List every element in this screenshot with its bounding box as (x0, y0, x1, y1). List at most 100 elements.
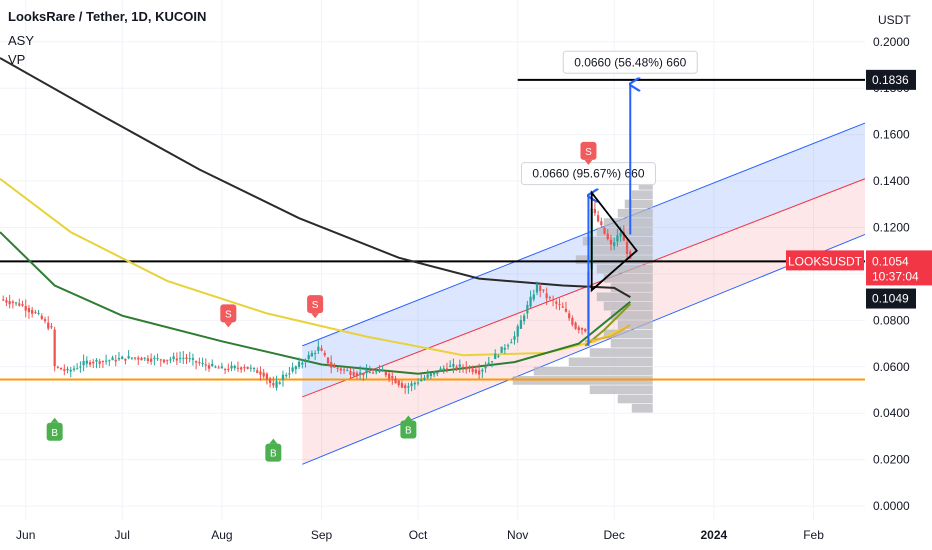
projection-label-text: 0.0660 (95.67%) 660 (532, 167, 644, 181)
buy-signal: B (46, 417, 63, 441)
candle-body (256, 370, 259, 374)
volume-profile-bar (617, 320, 653, 330)
volume-profile-bar (617, 394, 653, 404)
candle-body (432, 371, 436, 375)
candle-body (478, 370, 481, 375)
candle-body (317, 346, 320, 351)
price-label: 0.1836 (866, 69, 916, 90)
candle-body (207, 365, 211, 369)
candle-body (59, 367, 63, 370)
candle-body (2, 299, 5, 301)
candle-body (63, 369, 66, 371)
candle-body (352, 372, 355, 376)
candle-body (413, 382, 416, 385)
moving-average-line (0, 57, 631, 298)
y-tick-label: 0.0400 (873, 406, 910, 420)
candle-body (368, 372, 371, 374)
signal-letter: B (51, 428, 58, 439)
candle-body (72, 368, 76, 370)
volume-profile-bar (610, 311, 653, 320)
candle-body (14, 302, 18, 304)
candle-body (619, 232, 622, 237)
candle-body (307, 354, 310, 360)
moving-averages (0, 57, 632, 375)
candle-body (458, 364, 461, 367)
candle-body (50, 326, 53, 328)
candle-body (43, 319, 47, 322)
symbol-tag: LOOKSUSDT (788, 254, 863, 268)
candle-body (561, 306, 564, 308)
candle-body (564, 308, 568, 312)
candle-body (613, 242, 616, 247)
candle-body (285, 375, 288, 377)
y-tick-label: 0.2000 (873, 35, 910, 49)
candle-body (133, 357, 137, 359)
volume-profile-bar (589, 385, 653, 395)
candle-body (268, 378, 272, 384)
candle-body (291, 367, 294, 372)
candle-body (195, 360, 198, 363)
candle-body (236, 367, 240, 369)
candle-body (330, 362, 333, 368)
candle-body (510, 342, 513, 344)
candle-body (378, 369, 381, 373)
candle-body (272, 383, 275, 386)
candle-body (535, 283, 539, 293)
candle-body (21, 304, 24, 306)
candle-body (439, 368, 442, 372)
candle-body (326, 357, 330, 364)
candle-body (355, 372, 359, 377)
indicator-label-asy[interactable]: ASY (8, 33, 35, 48)
candle-body (124, 358, 127, 361)
signal-pointer (404, 415, 413, 421)
candle-body (622, 232, 625, 241)
candle-body (420, 379, 423, 382)
candle-body (230, 365, 233, 369)
candle-body (471, 368, 474, 372)
projection-label-box (562, 50, 698, 74)
candle-body (426, 374, 429, 378)
projection-tools: 0.0660 (95.67%) 660 0.0660 (56.48%) 660 (520, 50, 698, 346)
volume-profile-bar (596, 264, 653, 274)
candle-body (545, 293, 548, 299)
candle-body (76, 368, 79, 370)
x-tick-label: Sep (311, 528, 333, 542)
volume-profile-bar (610, 338, 653, 348)
candle-body (66, 368, 69, 371)
indicator-label-vp[interactable]: VP (8, 52, 26, 67)
candle-body (346, 370, 349, 372)
sell-signal: S (307, 295, 324, 319)
candle-body (188, 358, 191, 360)
candle-body (523, 315, 526, 322)
volume-profile-bar (596, 292, 653, 302)
buy-signal: B (265, 438, 282, 462)
candle-body (85, 360, 88, 364)
candle-body (146, 358, 150, 361)
candle-body (8, 301, 11, 305)
volume-profile-bar (575, 255, 653, 265)
signal-badge (580, 141, 597, 160)
candle-body (223, 369, 227, 371)
candle-body (297, 361, 301, 367)
signal-badge (307, 295, 324, 314)
candle-body (532, 294, 535, 300)
candle-body (31, 309, 34, 314)
volume-profile-bar (624, 199, 653, 209)
volume-profile-bar (631, 190, 653, 200)
candle-body (111, 357, 114, 361)
candle-body (5, 300, 8, 303)
channel-upper-line (302, 122, 866, 347)
candle-body (82, 360, 85, 366)
candle-body (69, 369, 72, 372)
candle-body (526, 304, 529, 314)
triangle-pattern (590, 190, 638, 293)
candle-body (246, 366, 249, 369)
candle-body (333, 366, 336, 368)
x-tick-label: Dec (604, 528, 625, 542)
candle-body (371, 372, 375, 374)
candle-body (513, 336, 516, 340)
price-label-text: 0.1836 (872, 73, 909, 87)
candle-body (262, 372, 265, 377)
